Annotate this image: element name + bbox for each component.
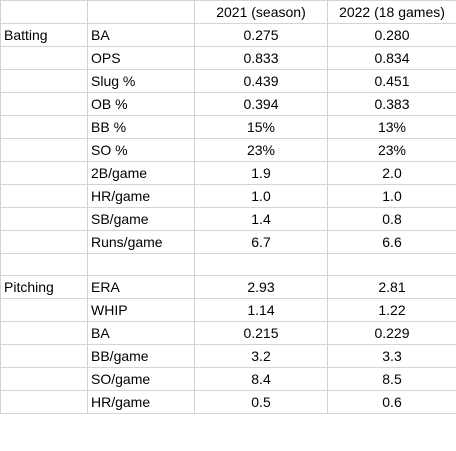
pitching-section-cell[interactable] bbox=[0, 367, 88, 391]
value-2021-cell[interactable]: 6.7 bbox=[194, 230, 328, 254]
stats-table: 2021 (season) 2022 (18 games) Batting BA 0… bbox=[0, 0, 456, 414]
pitching-section-cell[interactable] bbox=[0, 390, 88, 414]
blank-row bbox=[0, 253, 456, 276]
table-row: HR/game 1.0 1.0 bbox=[0, 184, 456, 208]
batting-section-cell[interactable] bbox=[0, 69, 88, 93]
value-2022-cell[interactable]: 1.22 bbox=[327, 298, 456, 322]
batting-section-cell[interactable] bbox=[0, 46, 88, 70]
batting-section-cell[interactable] bbox=[0, 184, 88, 208]
batting-section-cell[interactable] bbox=[0, 207, 88, 231]
table-row: BB/game 3.2 3.3 bbox=[0, 344, 456, 368]
value-2021-cell[interactable]: 1.9 bbox=[194, 161, 328, 185]
value-2022-cell[interactable]: 1.0 bbox=[327, 184, 456, 208]
batting-section-cell[interactable]: Batting bbox=[0, 23, 88, 47]
empty-cell[interactable] bbox=[87, 253, 195, 276]
stat-name-cell[interactable]: ERA bbox=[87, 275, 195, 299]
empty-cell[interactable] bbox=[194, 253, 328, 276]
stat-name-cell[interactable]: SB/game bbox=[87, 207, 195, 231]
table-row: Runs/game 6.7 6.6 bbox=[0, 230, 456, 254]
value-2022-cell[interactable]: 6.6 bbox=[327, 230, 456, 254]
value-2022-cell[interactable]: 0.834 bbox=[327, 46, 456, 70]
header-row: 2021 (season) 2022 (18 games) bbox=[0, 0, 456, 24]
stat-name-cell[interactable]: SO % bbox=[87, 138, 195, 162]
stat-name-cell[interactable]: HR/game bbox=[87, 390, 195, 414]
value-2021-cell[interactable]: 1.4 bbox=[194, 207, 328, 231]
table-row: OPS 0.833 0.834 bbox=[0, 46, 456, 70]
table-row: HR/game 0.5 0.6 bbox=[0, 390, 456, 414]
pitching-section-cell[interactable] bbox=[0, 321, 88, 345]
value-2022-cell[interactable]: 23% bbox=[327, 138, 456, 162]
stat-name-cell[interactable]: Slug % bbox=[87, 69, 195, 93]
value-2021-cell[interactable]: 0.439 bbox=[194, 69, 328, 93]
pitching-section-cell[interactable] bbox=[0, 298, 88, 322]
table-row: WHIP 1.14 1.22 bbox=[0, 298, 456, 322]
table-row: BA 0.215 0.229 bbox=[0, 321, 456, 345]
value-2021-cell[interactable]: 0.394 bbox=[194, 92, 328, 116]
empty-cell[interactable] bbox=[327, 253, 456, 276]
value-2021-cell[interactable]: 8.4 bbox=[194, 367, 328, 391]
value-2021-cell[interactable]: 1.14 bbox=[194, 298, 328, 322]
header-section-cell[interactable] bbox=[0, 0, 88, 24]
table-row: Pitching ERA 2.93 2.81 bbox=[0, 275, 456, 299]
stat-name-cell[interactable]: SO/game bbox=[87, 367, 195, 391]
value-2022-cell[interactable]: 3.3 bbox=[327, 344, 456, 368]
table-row: OB % 0.394 0.383 bbox=[0, 92, 456, 116]
value-2021-cell[interactable]: 0.833 bbox=[194, 46, 328, 70]
value-2021-cell[interactable]: 0.215 bbox=[194, 321, 328, 345]
stat-name-cell[interactable]: HR/game bbox=[87, 184, 195, 208]
stat-name-cell[interactable]: WHIP bbox=[87, 298, 195, 322]
value-2021-cell[interactable]: 3.2 bbox=[194, 344, 328, 368]
value-2021-cell[interactable]: 0.275 bbox=[194, 23, 328, 47]
value-2022-cell[interactable]: 0.8 bbox=[327, 207, 456, 231]
value-2021-cell[interactable]: 1.0 bbox=[194, 184, 328, 208]
pitching-section-cell[interactable] bbox=[0, 344, 88, 368]
value-2022-cell[interactable]: 0.6 bbox=[327, 390, 456, 414]
pitching-section-cell[interactable]: Pitching bbox=[0, 275, 88, 299]
header-2021-cell[interactable]: 2021 (season) bbox=[194, 0, 328, 24]
stat-name-cell[interactable]: BB/game bbox=[87, 344, 195, 368]
value-2021-cell[interactable]: 0.5 bbox=[194, 390, 328, 414]
table-row: SB/game 1.4 0.8 bbox=[0, 207, 456, 231]
table-row: SO % 23% 23% bbox=[0, 138, 456, 162]
value-2022-cell[interactable]: 8.5 bbox=[327, 367, 456, 391]
table-row: SO/game 8.4 8.5 bbox=[0, 367, 456, 391]
stat-name-cell[interactable]: Runs/game bbox=[87, 230, 195, 254]
stat-name-cell[interactable]: 2B/game bbox=[87, 161, 195, 185]
batting-section-cell[interactable] bbox=[0, 161, 88, 185]
stat-name-cell[interactable]: BA bbox=[87, 23, 195, 47]
header-stat-cell[interactable] bbox=[87, 0, 195, 24]
value-2022-cell[interactable]: 2.0 bbox=[327, 161, 456, 185]
stat-name-cell[interactable]: BB % bbox=[87, 115, 195, 139]
batting-section-cell[interactable] bbox=[0, 230, 88, 254]
table-row: 2B/game 1.9 2.0 bbox=[0, 161, 456, 185]
stat-name-cell[interactable]: OB % bbox=[87, 92, 195, 116]
batting-section-cell[interactable] bbox=[0, 115, 88, 139]
table-row: Slug % 0.439 0.451 bbox=[0, 69, 456, 93]
value-2022-cell[interactable]: 0.229 bbox=[327, 321, 456, 345]
value-2021-cell[interactable]: 23% bbox=[194, 138, 328, 162]
value-2021-cell[interactable]: 15% bbox=[194, 115, 328, 139]
value-2022-cell[interactable]: 0.451 bbox=[327, 69, 456, 93]
table-row: BB % 15% 13% bbox=[0, 115, 456, 139]
value-2022-cell[interactable]: 2.81 bbox=[327, 275, 456, 299]
empty-cell[interactable] bbox=[0, 253, 88, 276]
header-2022-cell[interactable]: 2022 (18 games) bbox=[327, 0, 456, 24]
value-2021-cell[interactable]: 2.93 bbox=[194, 275, 328, 299]
value-2022-cell[interactable]: 13% bbox=[327, 115, 456, 139]
value-2022-cell[interactable]: 0.383 bbox=[327, 92, 456, 116]
table-row: Batting BA 0.275 0.280 bbox=[0, 23, 456, 47]
value-2022-cell[interactable]: 0.280 bbox=[327, 23, 456, 47]
stat-name-cell[interactable]: OPS bbox=[87, 46, 195, 70]
stat-name-cell[interactable]: BA bbox=[87, 321, 195, 345]
batting-section-cell[interactable] bbox=[0, 92, 88, 116]
batting-section-cell[interactable] bbox=[0, 138, 88, 162]
